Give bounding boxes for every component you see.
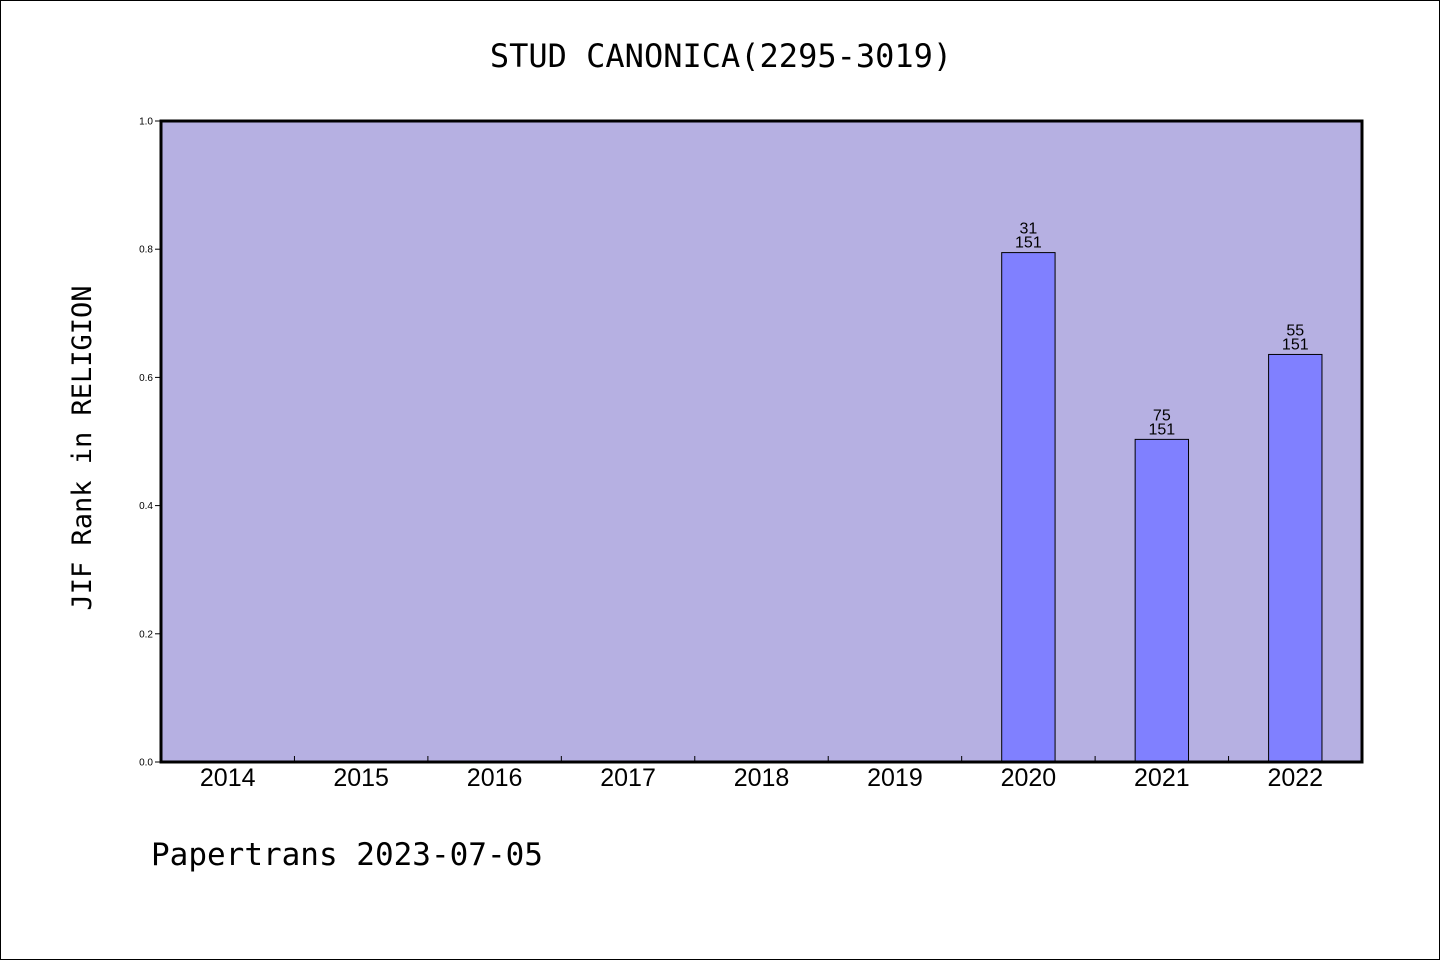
x-tick-label: 2020 [1001,764,1057,792]
y-tick-label: 1.0 [139,117,153,128]
y-axis-label: JIF Rank in RELIGION [67,285,98,610]
bar-total-label: 151 [1015,235,1042,252]
x-tick-label: 2021 [1134,764,1190,792]
bar-2020 [1001,252,1056,763]
x-tick-label: 2022 [1267,764,1323,792]
bar-2022 [1268,353,1323,763]
footer-credit: Papertrans 2023-07-05 [151,837,543,873]
bar-rank-label: 31 [1019,221,1037,238]
x-tick-label: 2015 [333,764,389,792]
y-axis-ticks: 0.0 0.2 0.4 0.6 0.8 1.0 [139,117,161,769]
plot-border [159,119,1364,764]
chart-title: STUD CANONICA(2295-3019) [490,37,952,75]
bars [1001,252,1323,763]
bar-rank-label: 55 [1286,322,1304,339]
bar-total-label: 151 [1148,421,1175,438]
x-tick-label: 2014 [200,764,256,792]
x-axis-ticks: 2014 2015 2016 2017 2018 2019 2020 2021 2022 [200,756,1323,792]
bar-rank-label: 75 [1153,407,1171,424]
y-tick-label: 0.8 [139,245,153,256]
y-tick-label: 0.0 [139,758,153,769]
y-tick-label: 0.2 [139,629,153,640]
x-tick-label: 2016 [467,764,523,792]
bar-2021 [1134,438,1190,763]
y-tick-label: 0.4 [139,501,153,512]
x-tick-label: 2017 [600,764,656,792]
bar-total-label: 151 [1282,336,1309,353]
x-tick-label: 2018 [734,764,790,792]
x-tick-label: 2019 [867,764,923,792]
y-tick-label: 0.6 [139,373,153,384]
